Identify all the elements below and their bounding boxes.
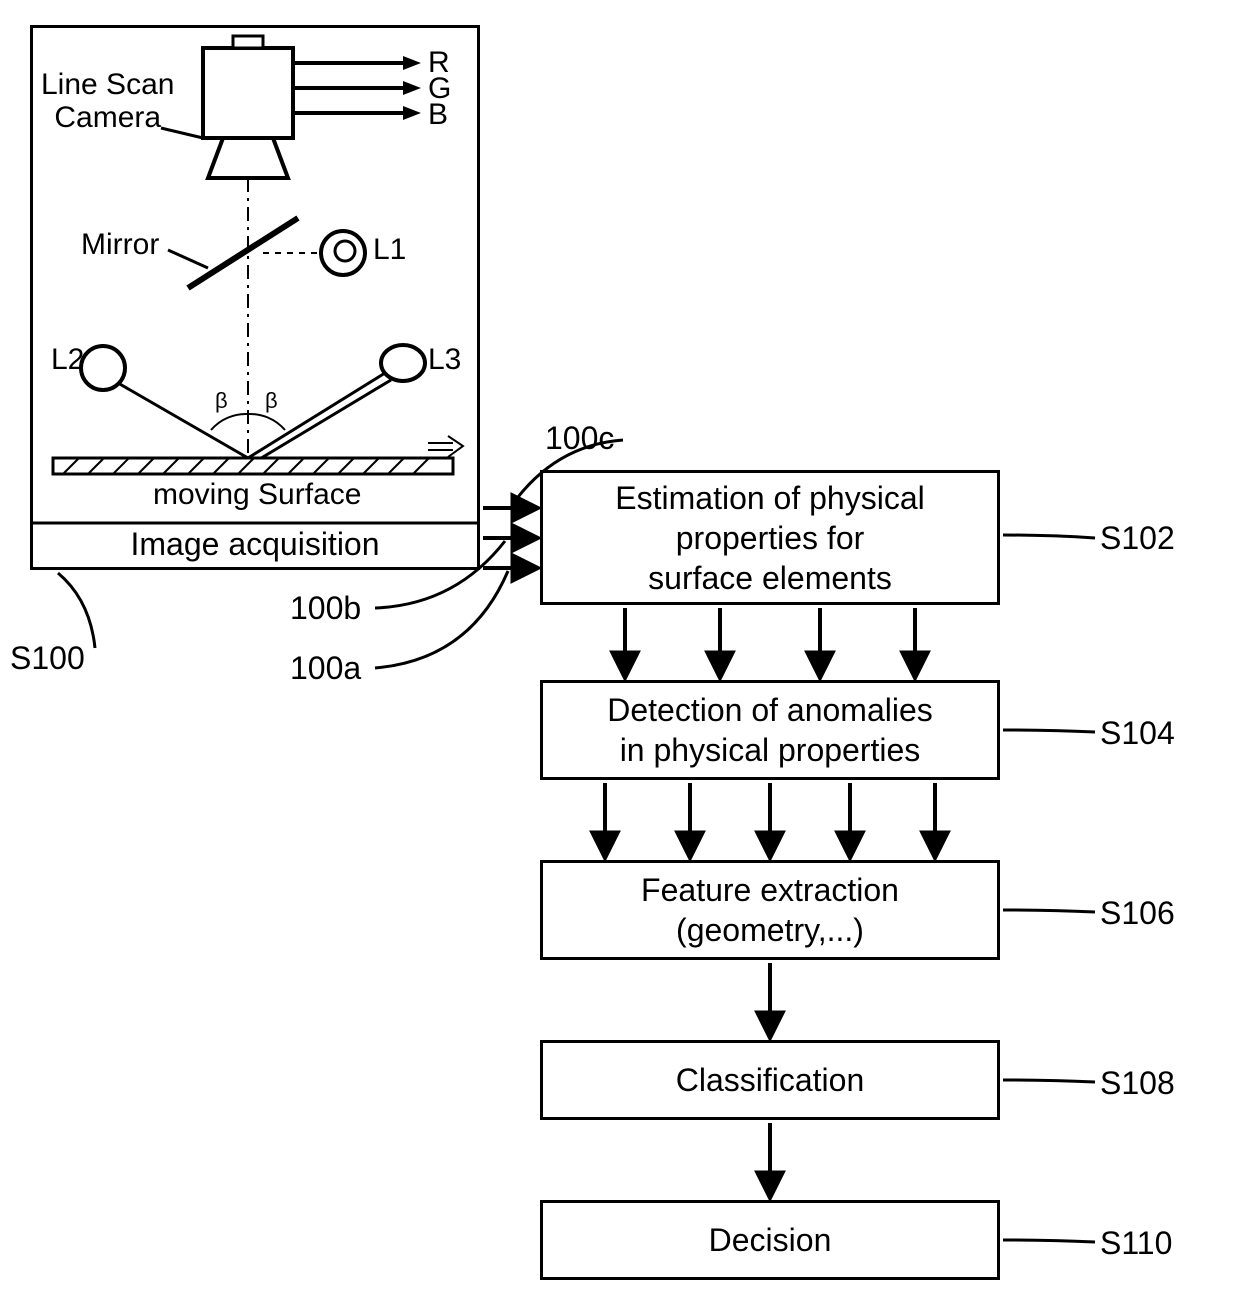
connectors-layer — [0, 0, 1240, 1310]
